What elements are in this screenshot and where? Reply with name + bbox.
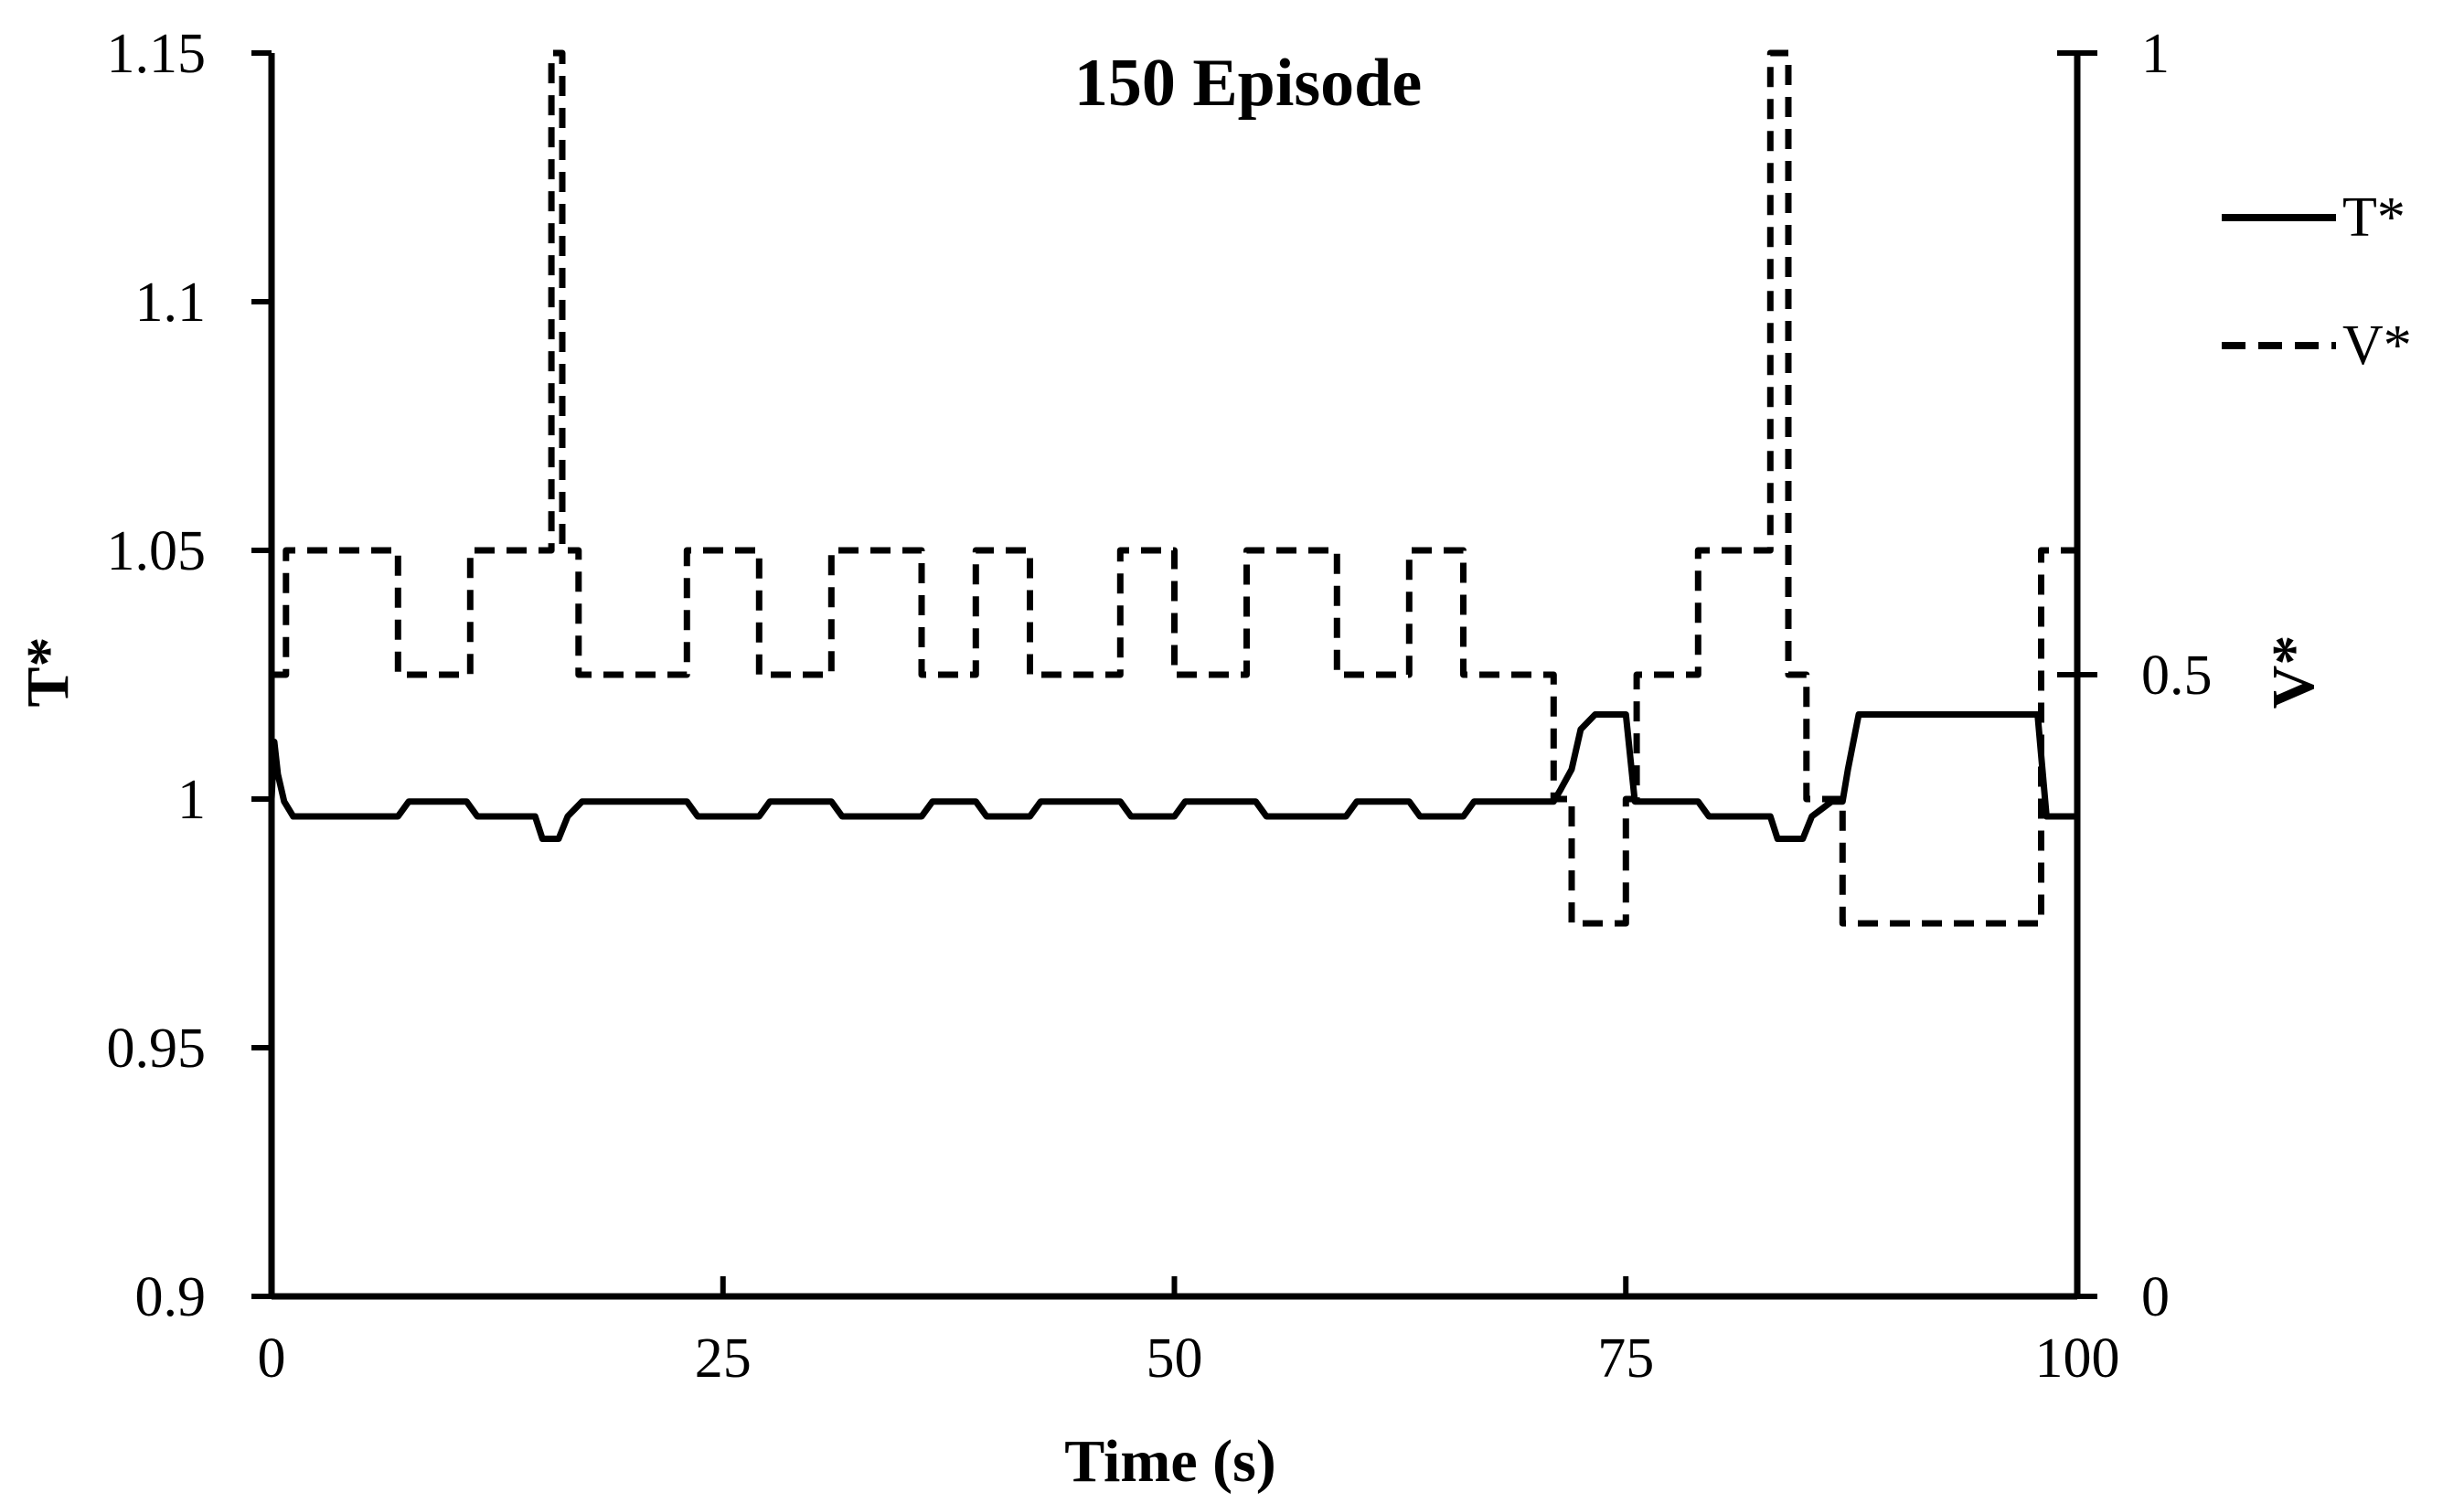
y-axis-left-title: T* — [15, 636, 81, 707]
y-right-tick-label: 0 — [2141, 1266, 2170, 1328]
plot-area — [268, 49, 2077, 927]
y-left-tick-label: 1.1 — [135, 272, 207, 334]
y-left-tick-label: 1.15 — [107, 23, 207, 85]
x-tick-label: 100 — [2035, 1327, 2120, 1390]
x-tick-label: 75 — [1597, 1327, 1654, 1390]
tick-labels: 0 25 50 75 100 0.9 0.95 1 1.05 1.1 1.15 0 0.5 1 — [107, 23, 2213, 1390]
y-right-tick-label: 1 — [2141, 23, 2170, 85]
series-line-v — [272, 49, 2077, 927]
y-left-tick-label: 0.9 — [135, 1266, 207, 1328]
y-left-tick-label: 1.05 — [107, 520, 207, 582]
y-left-tick-label: 0.95 — [107, 1018, 207, 1080]
y-right-tick-label: 0.5 — [2141, 645, 2213, 707]
x-tick-label: 0 — [258, 1327, 286, 1390]
y-left-tick-label: 1 — [177, 769, 206, 831]
legend-label-t: T* — [2342, 187, 2405, 249]
legend-label-v: V* — [2342, 314, 2412, 377]
x-tick-label: 50 — [1147, 1327, 1203, 1390]
series-line-t — [268, 711, 2077, 842]
legend: T* V* — [2222, 187, 2412, 377]
x-tick-label: 25 — [695, 1327, 752, 1390]
x-axis-title: Time (s) — [1064, 1428, 1276, 1495]
chart-title: 150 Episode — [1074, 46, 1422, 121]
y-axis-right-title: V* — [2260, 635, 2327, 709]
axes — [251, 50, 2097, 1300]
